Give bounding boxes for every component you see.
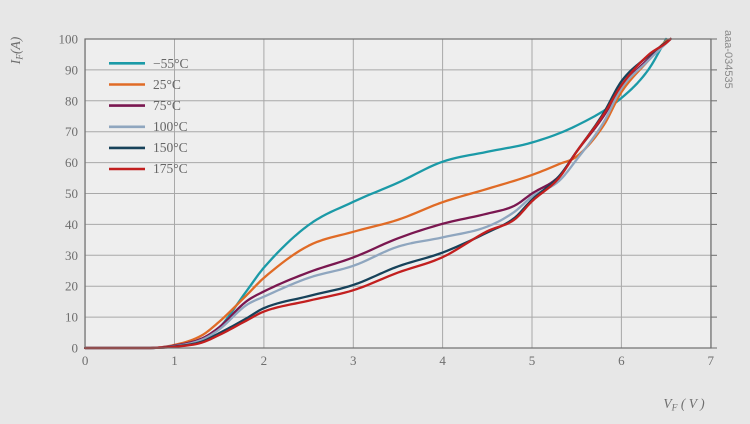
svg-text:2: 2 — [261, 353, 268, 368]
svg-text:7: 7 — [708, 353, 715, 368]
svg-text:150°C: 150°C — [153, 140, 188, 155]
svg-text:100°C: 100°C — [153, 119, 188, 134]
svg-text:3: 3 — [350, 353, 357, 368]
svg-text:90: 90 — [65, 62, 78, 77]
svg-text:80: 80 — [65, 93, 78, 108]
svg-text:10: 10 — [65, 310, 78, 325]
svg-text:75°C: 75°C — [153, 98, 181, 113]
svg-text:20: 20 — [65, 279, 78, 294]
svg-text:−55°C: −55°C — [153, 56, 189, 71]
svg-text:6: 6 — [618, 353, 625, 368]
svg-text:5: 5 — [529, 353, 536, 368]
svg-text:40: 40 — [65, 217, 78, 232]
svg-text:0: 0 — [82, 353, 89, 368]
svg-text:0: 0 — [72, 341, 79, 356]
svg-text:1: 1 — [171, 353, 178, 368]
svg-text:30: 30 — [65, 248, 78, 263]
svg-text:175°C: 175°C — [153, 161, 188, 176]
svg-text:70: 70 — [65, 124, 78, 139]
svg-text:4: 4 — [439, 353, 446, 368]
svg-text:60: 60 — [65, 155, 78, 170]
svg-text:25°C: 25°C — [153, 77, 181, 92]
svg-text:50: 50 — [65, 186, 78, 201]
svg-text:aaa-034535: aaa-034535 — [722, 30, 734, 89]
svg-text:VF ( V ): VF ( V ) — [663, 396, 705, 413]
svg-text:100: 100 — [59, 32, 79, 47]
svg-text:IF(A): IF(A) — [8, 36, 26, 65]
